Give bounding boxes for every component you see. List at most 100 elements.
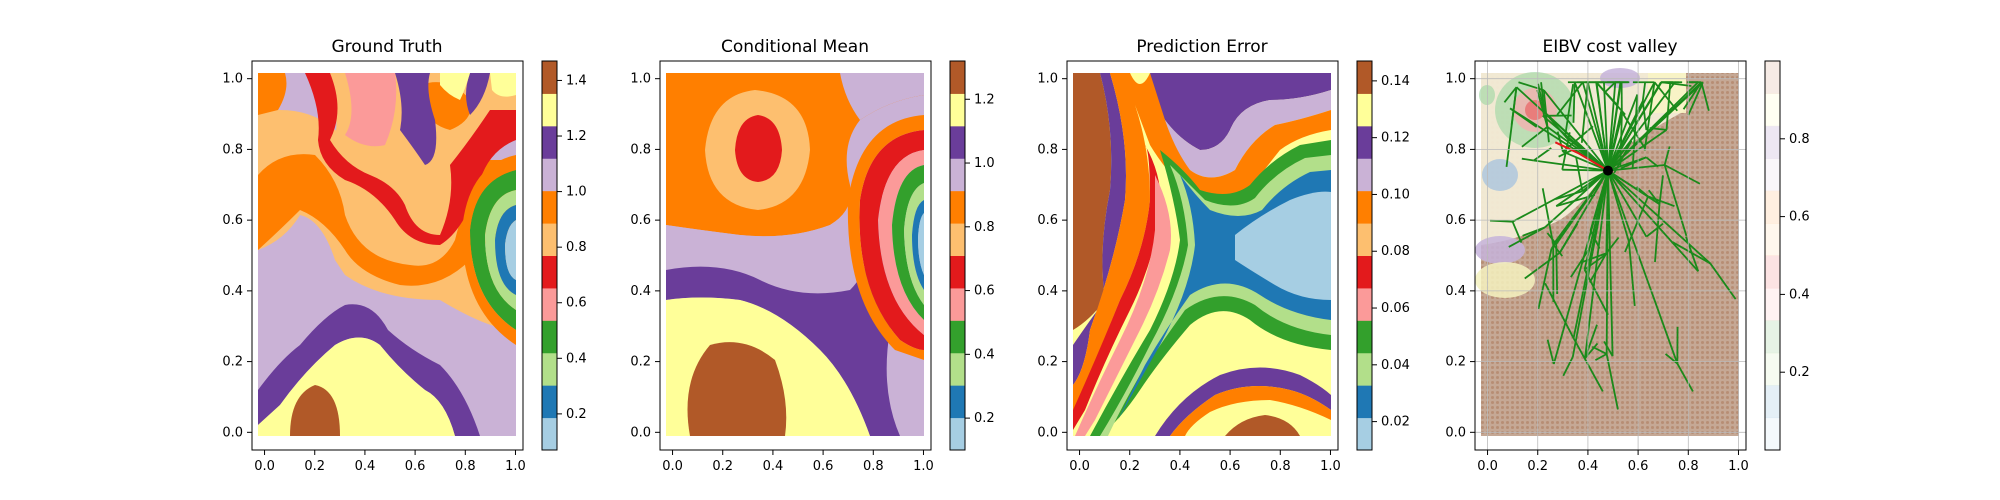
x-tick-label: 0.6 — [813, 459, 834, 474]
tree-edge — [1658, 175, 1664, 205]
colorbar-segment — [1357, 190, 1372, 224]
x-tick-label: 0.2 — [1119, 459, 1140, 474]
colorbar-segment — [1765, 93, 1780, 127]
y-tick-label: 0.4 — [1037, 284, 1058, 299]
tree-edge — [1589, 230, 1601, 249]
tree-edge — [1543, 111, 1571, 142]
tree-edge — [1555, 190, 1583, 200]
colorbar-segment — [1357, 61, 1372, 94]
tree-edge — [1521, 126, 1548, 148]
tree-edge — [1515, 86, 1609, 172]
x-tick-label: 0.8 — [455, 459, 476, 474]
region-purple-mid — [666, 185, 873, 294]
tree-edge — [1603, 82, 1609, 171]
tree-edge — [1575, 156, 1584, 192]
colorbar-segment — [950, 352, 965, 386]
colorbar-tick-label: 0.4 — [974, 347, 995, 362]
x-tick-label: 0.0 — [1477, 459, 1498, 474]
tree-edge — [1533, 147, 1552, 162]
y-tick-label: 1.0 — [630, 72, 651, 87]
y-ticks: 0.0 0.2 0.4 0.6 0.8 1.0 — [1445, 72, 1475, 440]
tree-edge — [1607, 170, 1679, 364]
y-tick-label: 0.4 — [1445, 284, 1466, 299]
tree-edge — [1645, 222, 1664, 238]
region-purple-left — [1073, 73, 1126, 385]
y-tick-label: 0.6 — [630, 213, 651, 228]
colorbar-segment — [542, 125, 557, 159]
y-tick-label: 0.8 — [630, 142, 651, 157]
colorbar-segment — [950, 287, 965, 321]
tree-edge — [1607, 170, 1648, 238]
colorbar-segment — [542, 385, 557, 419]
y-tick-label: 0.4 — [222, 284, 243, 299]
colorbar-segment — [1357, 385, 1372, 419]
y-tick-label: 0.8 — [1445, 142, 1466, 157]
colorbar-tick-label: 0.4 — [1789, 287, 1810, 302]
selected-path — [1554, 141, 1609, 172]
region-contour-right-orange — [462, 155, 516, 345]
x-tick-label: 1.0 — [1320, 459, 1341, 474]
colorbar: 0.2 0.4 0.6 0.8 1.0 1.2 1.4 — [541, 60, 587, 451]
colorbar-tick-label: 1.0 — [566, 185, 587, 200]
colorbar-segment — [950, 158, 965, 192]
region-purple-bottom — [258, 304, 480, 436]
tree-edge — [1543, 89, 1609, 172]
panel-title: EIBV cost valley — [1542, 37, 1677, 57]
region-lightblue-core — [1235, 191, 1331, 300]
colorbar-segment — [542, 61, 557, 94]
colorbar-tick-label: 0.02 — [1381, 415, 1410, 430]
tree-edge — [1607, 170, 1614, 357]
panel-title: Ground Truth — [331, 37, 442, 57]
y-tick-label: 0.4 — [630, 284, 651, 299]
colorbar-tick-label: 0.10 — [1381, 187, 1410, 202]
grid-lines — [1475, 61, 1746, 450]
x-tick-label: 0.2 — [1527, 459, 1548, 474]
x-tick-label: 1.0 — [913, 459, 934, 474]
tree-edge — [1511, 221, 1523, 244]
colorbar-tick-label: 0.06 — [1381, 301, 1410, 316]
colorbar-segment — [1357, 223, 1372, 256]
region-red-core — [735, 115, 782, 182]
colorbar-segment — [1357, 125, 1372, 159]
tree-edge — [1537, 83, 1546, 113]
tree-edge — [1613, 140, 1633, 174]
colorbar-tick-label: 0.2 — [566, 407, 587, 422]
panel-prediction-error: Prediction Error 0.0 0.2 0.4 0.6 0.8 1.0 0.00… — [1037, 37, 1410, 474]
panel-eibv-cost-valley: EIBV cost valley 0.0 0.2 0.4 0.6 0.8 1.0 0.0 0… — [1445, 37, 1809, 474]
tree-edge — [1607, 169, 1660, 205]
y-tick-label: 1.0 — [1037, 72, 1058, 87]
tree-edge — [1550, 170, 1609, 250]
x-ticks: 0.0 0.2 0.4 0.6 0.8 1.0 — [662, 450, 934, 474]
x-ticks: 0.0 0.2 0.4 0.6 0.8 1.0 — [1477, 450, 1749, 474]
colorbar-tick-label: 0.2 — [974, 411, 995, 426]
panel-title: Conditional Mean — [721, 37, 869, 57]
colorbar-segment — [950, 255, 965, 289]
y-ticks: 0.0 0.2 0.4 0.6 0.8 1.0 — [630, 72, 660, 440]
x-tick-label: 0.6 — [1628, 459, 1649, 474]
tree-edge — [1645, 156, 1659, 168]
region-contour-right-lightblue — [505, 220, 516, 280]
colorbar-segment — [1765, 385, 1780, 419]
tree-edge — [1533, 159, 1609, 172]
region-brown-left — [1073, 73, 1112, 330]
colorbar-segment — [1357, 93, 1372, 127]
colorbar-tick-label: 0.2 — [1789, 365, 1810, 380]
tree-edge — [1555, 244, 1559, 295]
colorbar-segment — [950, 223, 965, 256]
axes-frame — [251, 60, 524, 451]
axes-frame — [659, 60, 932, 451]
tree-edge — [1628, 241, 1636, 307]
tree-edge — [1562, 150, 1609, 172]
region-yellow-top — [440, 73, 516, 100]
tree-edge — [1584, 324, 1598, 359]
rrt-tree — [1490, 81, 1737, 410]
tree-edge — [1572, 82, 1576, 123]
colorbar-segment — [1765, 255, 1780, 289]
y-tick-label: 0.2 — [222, 355, 243, 370]
x-ticks: 0.0 0.2 0.4 0.6 0.8 1.0 — [1069, 450, 1341, 474]
y-tick-label: 1.0 — [222, 72, 243, 87]
tree-edge — [1564, 83, 1574, 137]
tree-edge — [1552, 170, 1609, 365]
tree-edge — [1687, 81, 1704, 116]
tree-edge — [1509, 107, 1538, 128]
